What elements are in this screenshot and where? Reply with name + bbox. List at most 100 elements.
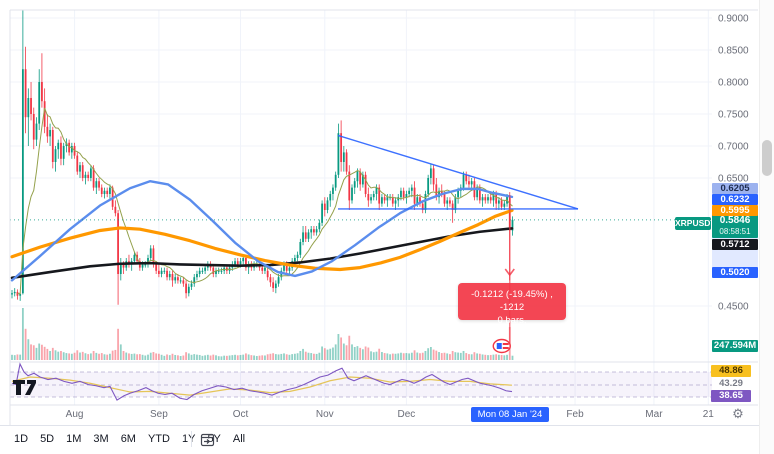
toolbar-divider	[191, 431, 192, 447]
candle-body	[98, 181, 100, 188]
candle-body	[432, 168, 435, 185]
volume-bar	[302, 348, 304, 360]
candle-body	[484, 197, 487, 201]
candle-body	[285, 264, 288, 271]
volume-bar	[117, 328, 119, 360]
volume-bar	[391, 353, 394, 360]
volume-bar	[397, 353, 400, 360]
volume-bar	[87, 354, 90, 360]
volume-bar	[361, 349, 364, 360]
volume-bar	[13, 355, 16, 360]
range-button-3M[interactable]: 3M	[93, 433, 109, 445]
ma-blue-line[interactable]	[10, 179, 514, 282]
volume-bar	[375, 351, 378, 360]
candle-body	[337, 133, 340, 175]
candle-body	[440, 190, 443, 194]
gear-icon[interactable]: ⚙	[732, 406, 744, 421]
volume-bar	[283, 353, 285, 360]
volume-bar	[234, 354, 236, 360]
scrollbar-thumb[interactable]	[762, 140, 772, 176]
measure-to-label: 0.5020	[712, 267, 758, 278]
volume-bar	[356, 346, 359, 360]
rsi-smoothing-line[interactable]	[11, 376, 513, 396]
scrollbar-track[interactable]	[759, 0, 774, 454]
candle-body	[68, 142, 71, 153]
candle-body	[359, 171, 362, 185]
candle-body	[106, 190, 109, 194]
candle-body	[332, 187, 334, 194]
symbol-badge: XRPUSDT	[675, 217, 716, 230]
candle-body	[46, 126, 49, 137]
volume-bar	[190, 354, 193, 360]
candle-body	[119, 264, 122, 274]
volume-bar	[160, 354, 163, 360]
volume-bar	[329, 348, 332, 360]
measure-tooltip-line2: 0 bars,	[497, 315, 527, 326]
volume-bar	[106, 354, 109, 360]
candle-body	[217, 270, 220, 272]
range-button-All[interactable]: All	[232, 433, 246, 445]
ma-black-line[interactable]	[10, 227, 514, 280]
candle-body	[400, 190, 402, 198]
volume-bar	[166, 354, 168, 360]
volume-bar	[89, 353, 92, 360]
volume-bar	[133, 353, 136, 360]
volume-bar	[457, 352, 459, 360]
volume-bar	[215, 355, 217, 360]
go-to-date-button[interactable]	[200, 432, 215, 447]
candle-body	[315, 229, 318, 233]
candle-body	[245, 258, 247, 268]
volume-bar	[429, 347, 432, 360]
candle-body	[122, 264, 125, 268]
candle-body	[157, 270, 160, 274]
volume-bar	[174, 354, 177, 360]
candle-body	[236, 261, 239, 265]
range-button-1D[interactable]: 1D	[14, 433, 29, 445]
range-button-5D[interactable]: 5D	[40, 433, 55, 445]
volume-bar	[342, 343, 345, 360]
candle-body	[435, 184, 438, 198]
candle-body	[413, 187, 416, 204]
candle-body	[497, 200, 500, 204]
candle-body	[296, 254, 299, 258]
last-price-badge: 0.5846 08:58:51	[712, 214, 758, 238]
volume-bar	[217, 356, 220, 360]
volume-bar	[484, 354, 487, 360]
ma-orange-line[interactable]	[10, 208, 514, 272]
candle-body	[342, 152, 345, 162]
range-button-1Y[interactable]: 1Y	[181, 433, 196, 445]
volume-bar	[73, 352, 76, 360]
range-button-1M[interactable]: 1M	[66, 433, 82, 445]
candle-body	[511, 219, 514, 231]
last-price-value: 0.5846	[719, 215, 751, 226]
candle-body	[451, 203, 454, 210]
candle-body	[424, 194, 427, 210]
triangle-descending-line[interactable]	[337, 134, 579, 210]
volume-bar	[81, 351, 84, 360]
volume-bar	[201, 355, 204, 360]
volume-bar	[359, 347, 362, 360]
candle-body	[313, 229, 315, 233]
volume-bar	[492, 354, 495, 360]
volume-bar	[503, 355, 506, 360]
ma-orange-label: 0.5995	[712, 205, 758, 216]
volume-bar	[468, 354, 470, 360]
measure-tooltip-line1: -0.1212 (-19.45%) , -1212	[471, 289, 553, 313]
measure-anchor-icon[interactable]	[492, 338, 511, 354]
price-tick-label: 0.8500	[718, 46, 749, 57]
volume-bar	[351, 344, 353, 360]
candle-body	[323, 203, 326, 210]
rsi-line[interactable]	[11, 362, 513, 401]
candle-body	[177, 277, 179, 281]
candle-body	[378, 187, 381, 204]
range-button-YTD[interactable]: YTD	[147, 433, 170, 445]
candle-body	[215, 270, 217, 274]
volume-bar	[155, 353, 158, 360]
volume-bar	[345, 345, 348, 360]
tradingview-logo[interactable]	[12, 379, 38, 396]
time-axis-label: Nov	[316, 409, 334, 420]
volume-bar	[198, 354, 201, 360]
range-button-5Y[interactable]: 5Y	[207, 433, 221, 445]
range-button-6M[interactable]: 6M	[120, 433, 136, 445]
